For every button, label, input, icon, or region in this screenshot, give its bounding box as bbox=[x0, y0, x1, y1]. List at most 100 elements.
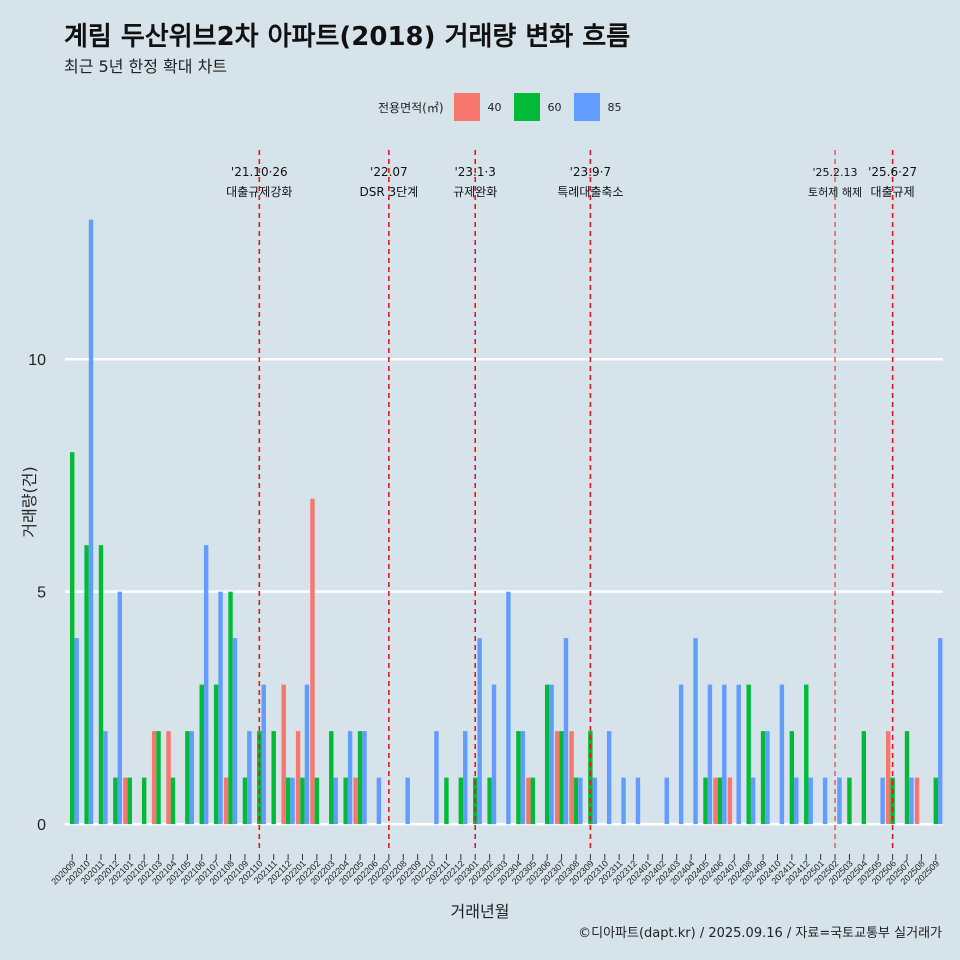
bar-85-202108 bbox=[232, 638, 238, 825]
bar-85-202107 bbox=[218, 591, 223, 825]
bar-85-202410 bbox=[779, 684, 785, 825]
bar-85-202010 bbox=[88, 219, 94, 825]
bar-85-202112 bbox=[290, 777, 295, 825]
bar-40-202407 bbox=[727, 777, 733, 825]
bar-85-202509 bbox=[938, 638, 943, 825]
event-date: '21.10·26 bbox=[231, 165, 288, 179]
chart-subtitle: 최근 5년 한정 확대 차트 bbox=[64, 57, 228, 76]
bar-40-202307 bbox=[554, 731, 560, 825]
bar-85-202406 bbox=[722, 684, 727, 825]
bar-40-202201 bbox=[295, 731, 301, 825]
bar-60-202411 bbox=[789, 731, 795, 825]
event-date: '23.9·7 bbox=[570, 165, 611, 179]
bar-60-202201 bbox=[300, 777, 305, 825]
bar-85-202404 bbox=[693, 638, 698, 825]
source-caption: ©디아파트(dapt.kr) / 2025.09.16 / 자료=국토교통부 실… bbox=[578, 926, 942, 941]
bar-40-202308 bbox=[569, 731, 574, 825]
bar-60-202105 bbox=[185, 731, 190, 825]
bar-60-202405 bbox=[703, 777, 708, 825]
bar-85-202201 bbox=[304, 684, 310, 825]
legend-label-40: 40 bbox=[487, 100, 502, 114]
bar-85-202307 bbox=[563, 638, 569, 825]
event-date: '25.2.13 bbox=[813, 166, 858, 179]
bar-60-202111 bbox=[271, 731, 276, 825]
bar-85-202311 bbox=[621, 777, 626, 825]
bar-85-202505 bbox=[880, 777, 885, 825]
bar-60-202406 bbox=[717, 777, 723, 825]
bar-40-202506 bbox=[886, 731, 891, 825]
bar-85-202205 bbox=[362, 731, 367, 825]
bar-60-202509 bbox=[933, 777, 939, 825]
bar-40-202101 bbox=[123, 777, 128, 825]
bar-85-202208 bbox=[405, 777, 410, 825]
bar-60-202412 bbox=[804, 684, 809, 825]
bar-85-202105 bbox=[189, 731, 194, 825]
bar-60-202308 bbox=[573, 777, 579, 825]
event-label: 대출규제강화 bbox=[226, 185, 292, 199]
event-label: 토허제 해제 bbox=[808, 185, 862, 199]
bar-85-202312 bbox=[635, 777, 641, 825]
bar-60-202504 bbox=[861, 731, 867, 825]
event-label: 특례대출축소 bbox=[557, 185, 623, 199]
bar-40-202205 bbox=[353, 777, 358, 825]
legend-label-60: 60 bbox=[547, 100, 562, 114]
x-axis-label: 거래년월 bbox=[450, 902, 510, 921]
bar-85-202212 bbox=[463, 731, 468, 825]
event-label: 규제완화 bbox=[453, 185, 497, 199]
bar-85-202411 bbox=[794, 777, 799, 825]
event-date: '23.1·3 bbox=[454, 165, 495, 179]
event-date: '25.6·27 bbox=[868, 165, 917, 179]
bar-85-202409 bbox=[765, 731, 770, 825]
bar-60-202102 bbox=[141, 777, 147, 825]
event-label: 대출규제 bbox=[871, 185, 915, 199]
bar-85-202302 bbox=[491, 684, 497, 825]
y-tick-label: 5 bbox=[37, 585, 46, 602]
legend-key-85 bbox=[573, 93, 600, 121]
bar-85-202109 bbox=[247, 731, 252, 825]
bar-60-202104 bbox=[170, 777, 176, 825]
bar-85-202303 bbox=[506, 591, 511, 825]
bar-85-202012 bbox=[117, 591, 122, 825]
legend-item-60: 60 bbox=[513, 93, 562, 121]
bar-85-202501 bbox=[822, 777, 828, 825]
bar-60-202307 bbox=[559, 731, 564, 825]
bar-85-202009 bbox=[74, 638, 79, 825]
legend-item-85: 85 bbox=[573, 93, 622, 121]
legend-key-40 bbox=[453, 93, 480, 121]
bar-85-202408 bbox=[750, 777, 756, 825]
bar-60-202507 bbox=[904, 731, 910, 825]
bar-60-202302 bbox=[487, 777, 492, 825]
bar-40-202112 bbox=[281, 684, 286, 825]
bar-85-202011 bbox=[103, 731, 108, 825]
bar-60-202202 bbox=[314, 777, 320, 825]
y-axis-label: 거래량(건) bbox=[20, 466, 39, 538]
bar-85-202106 bbox=[203, 545, 209, 825]
bar-60-202109 bbox=[242, 777, 248, 825]
bar-60-202205 bbox=[357, 731, 363, 825]
bar-60-202107 bbox=[213, 684, 219, 825]
bar-85-202304 bbox=[520, 731, 526, 825]
bar-60-202304 bbox=[516, 731, 521, 825]
legend: 전용면적(㎡) 40 60 85 bbox=[378, 92, 634, 122]
bar-85-202502 bbox=[837, 777, 842, 825]
bar-60-202106 bbox=[199, 684, 204, 825]
bar-40-202104 bbox=[166, 731, 171, 825]
bar-60-202309 bbox=[588, 731, 593, 825]
bar-85-202301 bbox=[477, 638, 482, 825]
bar-60-202203 bbox=[329, 731, 334, 825]
y-tick-label: 10 bbox=[28, 352, 46, 369]
bar-40-202202 bbox=[310, 498, 315, 825]
bar-85-202412 bbox=[808, 777, 813, 825]
bar-60-202306 bbox=[544, 684, 550, 825]
bar-60-202212 bbox=[458, 777, 464, 825]
bar-85-202306 bbox=[549, 684, 554, 825]
bar-60-202108 bbox=[228, 591, 233, 825]
bar-60-202408 bbox=[746, 684, 751, 825]
bar-60-202112 bbox=[285, 777, 291, 825]
bar-60-202211 bbox=[444, 777, 449, 825]
event-date: '22.07 bbox=[370, 165, 408, 179]
bar-60-202110 bbox=[257, 731, 262, 825]
bar-40-202305 bbox=[526, 777, 531, 825]
bar-85-202507 bbox=[909, 777, 914, 825]
